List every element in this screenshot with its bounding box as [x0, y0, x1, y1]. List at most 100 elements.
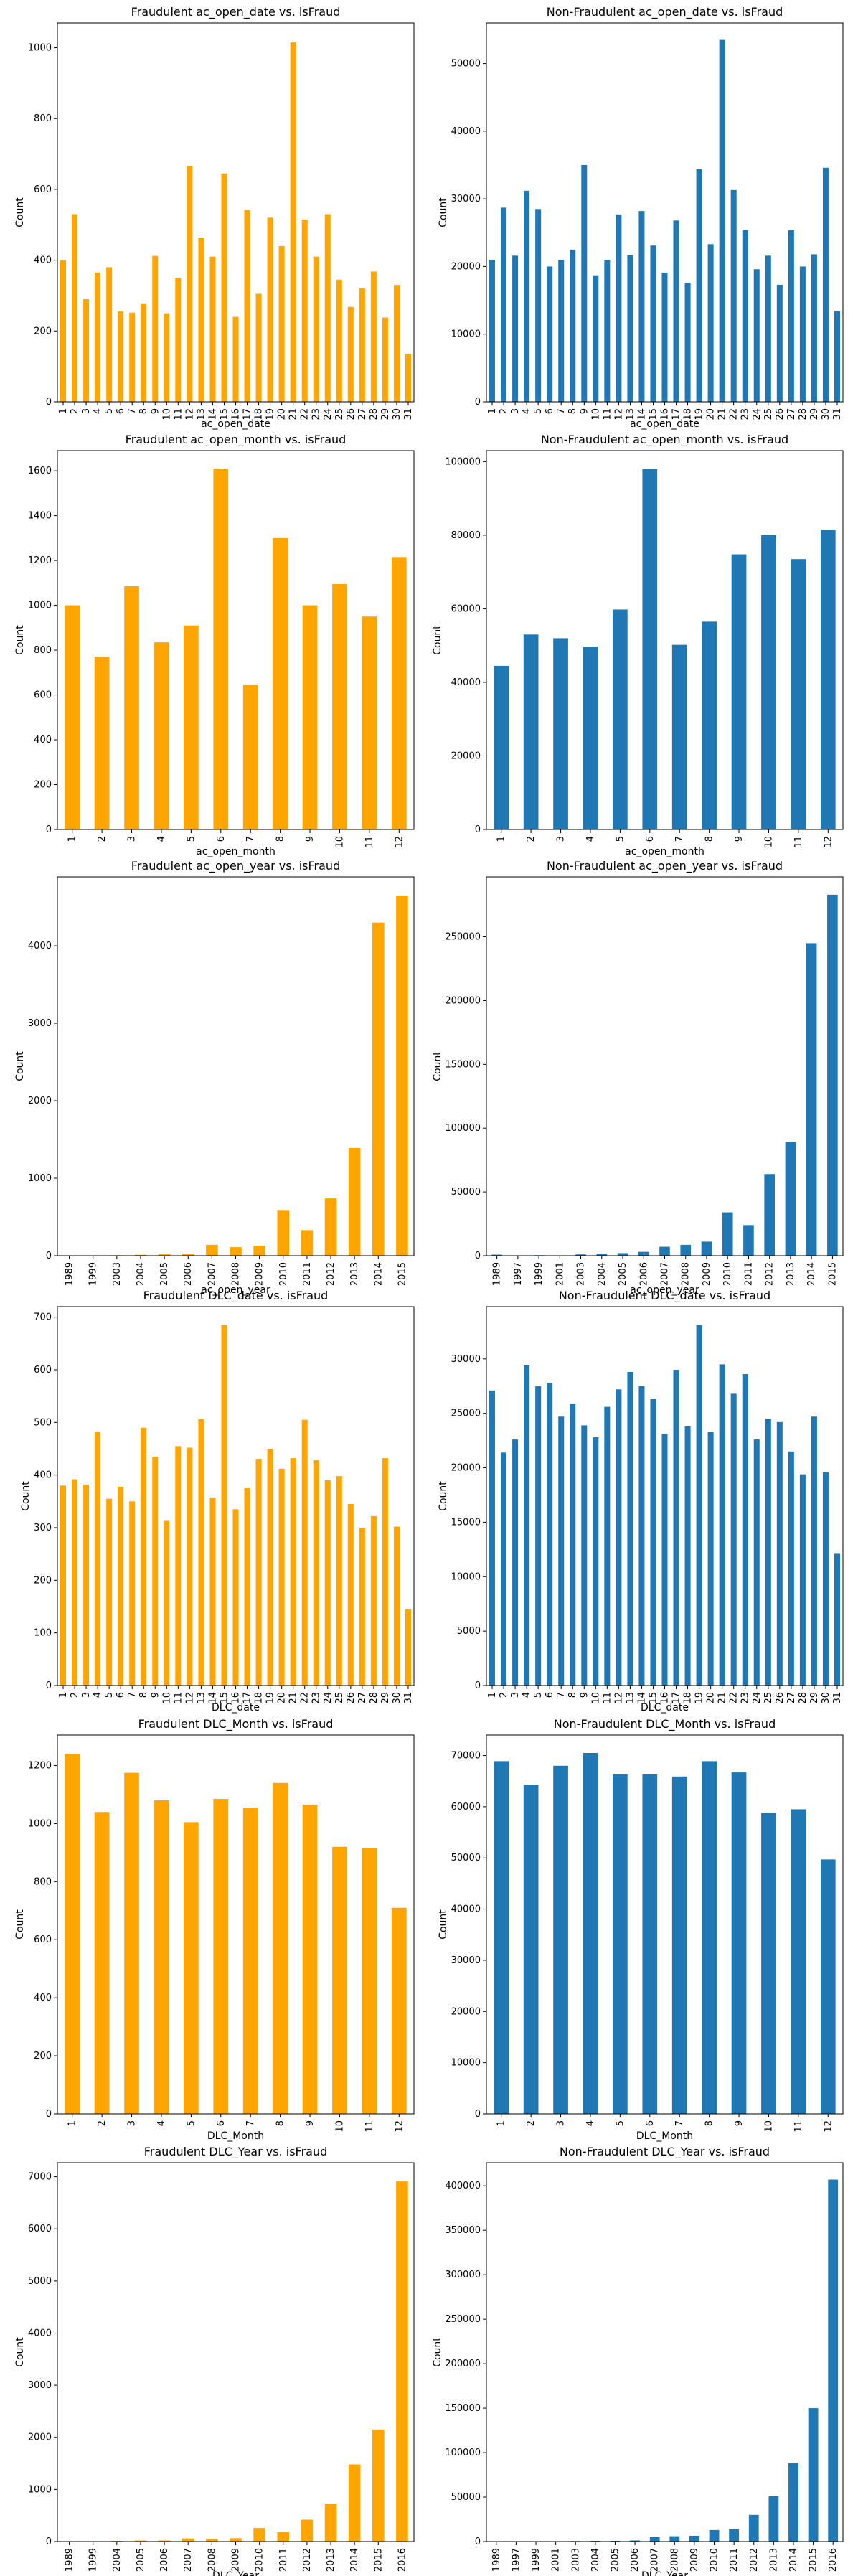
x-tick-label: 4 [93, 1692, 103, 1698]
x-axis-label: ac_open_date [630, 418, 699, 430]
x-tick-label: 29 [380, 1692, 391, 1704]
x-tick-label: 23 [740, 408, 751, 420]
bar [785, 1142, 796, 1256]
x-tick-label: 16 [660, 408, 671, 420]
x-tick-label: 2004 [590, 2548, 601, 2572]
y-tick-label: 20000 [451, 1463, 481, 1474]
bar [722, 1212, 733, 1256]
x-tick-label: 3 [556, 2120, 567, 2126]
bar [255, 293, 262, 402]
x-tick-label: 9 [150, 1692, 161, 1698]
bar [290, 1458, 296, 1686]
x-tick-label: 17 [671, 1692, 682, 1704]
bar [332, 1846, 347, 2114]
bar [348, 1147, 361, 1256]
x-tick-label: 11 [602, 408, 613, 420]
chart-title: Fraudulent ac_open_year vs. isFraud [131, 859, 340, 873]
x-tick-label: 13 [625, 408, 636, 420]
y-tick-label: 50000 [451, 2492, 481, 2503]
bar [253, 2528, 265, 2542]
x-tick-label: 14 [207, 1692, 218, 1704]
bar [535, 1386, 542, 1686]
x-tick-label: 9 [579, 1692, 590, 1698]
bar [616, 214, 622, 402]
x-tick-label: 7 [245, 836, 256, 842]
bar [709, 2529, 720, 2542]
x-tick-label: 14 [207, 408, 218, 420]
chart-panel-6: 0 50000 100000 150000 200000 250000 1989 1997 19… [432, 859, 844, 1296]
y-tick-label: 2000 [28, 1096, 52, 1106]
x-tick-label: 1989 [491, 2548, 502, 2572]
x-tick-label: 14 [636, 1692, 647, 1704]
x-tick-label: 21 [717, 1692, 728, 1704]
bar [152, 255, 159, 402]
x-tick-label: 12 [613, 1692, 624, 1704]
y-tick-label: 3000 [28, 1018, 52, 1029]
bar [512, 255, 519, 402]
x-tick-label: 24 [752, 1692, 763, 1704]
bar [547, 266, 553, 402]
y-tick-label: 150000 [445, 1059, 481, 1070]
x-tick-label: 20 [706, 1692, 717, 1704]
bar [362, 616, 377, 829]
x-tick-label: 12 [394, 836, 405, 848]
bar [301, 2519, 314, 2542]
y-tick-label: 0 [46, 2109, 52, 2120]
bar [820, 1859, 836, 2114]
bar [187, 1447, 193, 1686]
x-tick-label: 5 [533, 1692, 544, 1698]
y-axis-label: Count [438, 197, 449, 227]
y-tick-label: 800 [34, 645, 52, 656]
bar [575, 1254, 586, 1256]
x-tick-label: 2011 [729, 2548, 740, 2572]
bar [106, 1498, 113, 1686]
x-tick-label: 1 [487, 408, 498, 414]
bar [730, 1393, 737, 1686]
bar [187, 166, 193, 402]
x-tick-label: 2009 [689, 2548, 700, 2572]
x-tick-label: 1 [496, 836, 507, 842]
bar [158, 2540, 171, 2542]
x-tick-label: 15 [219, 408, 230, 420]
x-tick-label: 13 [196, 1692, 207, 1704]
y-tick-label: 5000 [457, 1626, 481, 1637]
bar [158, 1254, 171, 1256]
bar [768, 2496, 779, 2542]
bar [302, 1805, 318, 2114]
x-tick-label: 11 [364, 2120, 375, 2133]
bar [811, 1416, 817, 1686]
x-tick-label: 9 [305, 2120, 316, 2126]
bar [370, 271, 377, 402]
bar [707, 1432, 714, 1686]
bar [184, 1822, 199, 2114]
x-tick-label: 17 [242, 408, 253, 420]
y-axis-label: Count [14, 1909, 26, 1940]
chart-title: Non-Fraudulent ac_open_month vs. isFraud [541, 433, 788, 447]
bar [661, 272, 668, 402]
x-tick-label: 2006 [630, 2548, 641, 2572]
bar [742, 1374, 748, 1686]
x-tick-label: 6 [645, 2120, 656, 2126]
y-tick-label: 0 [475, 1680, 481, 1691]
x-tick-label: 20 [277, 408, 288, 420]
bar [730, 189, 737, 402]
bar [834, 1553, 840, 1686]
bar [523, 1785, 539, 2114]
x-tick-label: 2008 [231, 1262, 242, 1286]
bar [828, 2179, 839, 2542]
x-tick-label: 2015 [373, 2548, 384, 2572]
bar [642, 469, 658, 829]
bar [302, 605, 318, 829]
x-tick-label: 3 [510, 408, 521, 414]
x-tick-label: 8 [275, 836, 286, 842]
x-tick-label: 1999 [88, 2548, 99, 2572]
bar [547, 1383, 553, 1686]
bar [95, 272, 101, 402]
x-tick-label: 2 [97, 2120, 108, 2126]
x-tick-label: 2009 [255, 1262, 265, 1286]
bar [72, 214, 78, 402]
x-tick-label: 1997 [511, 2548, 522, 2572]
y-tick-label: 0 [475, 2109, 481, 2120]
y-tick-label: 150000 [445, 2403, 481, 2414]
